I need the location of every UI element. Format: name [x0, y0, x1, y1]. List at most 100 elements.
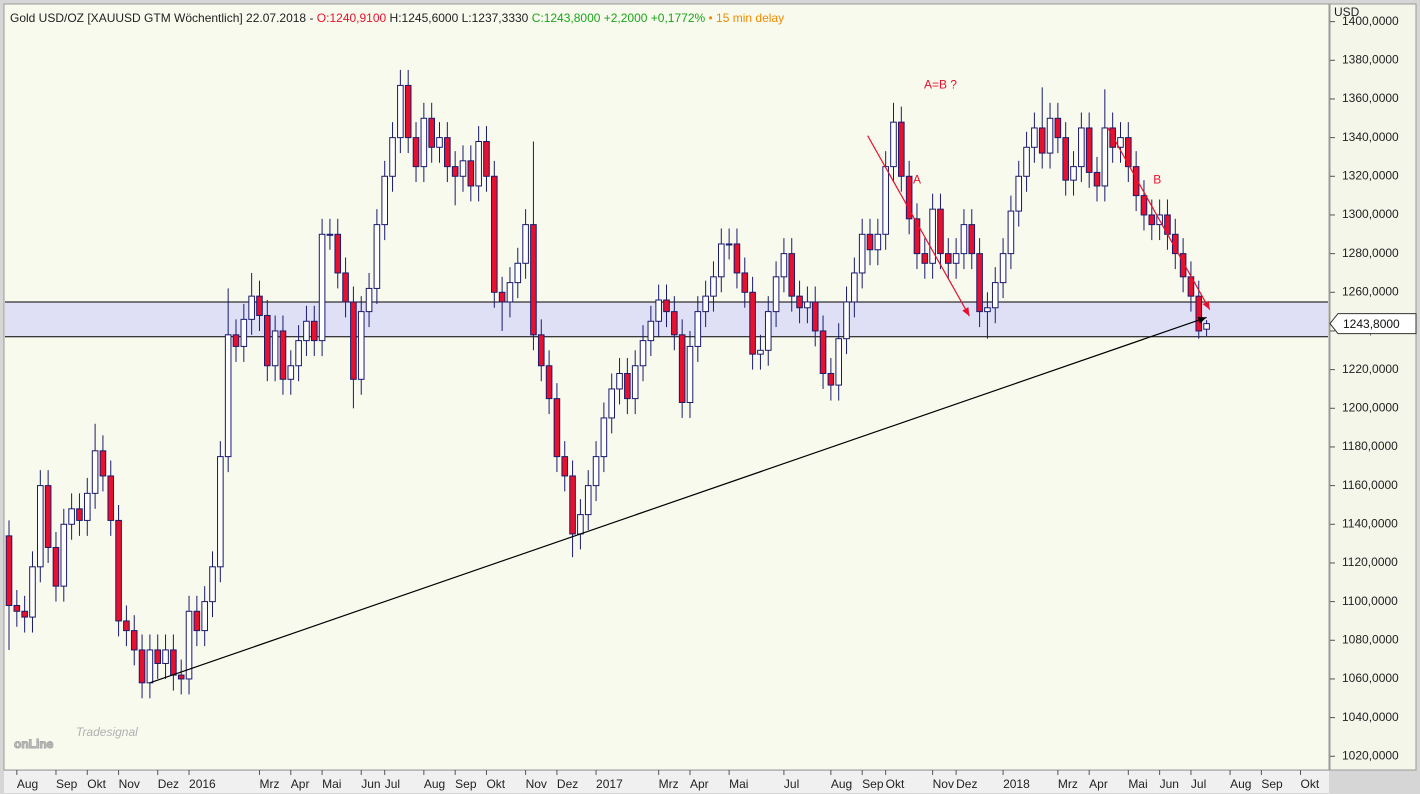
candle-body	[804, 301, 811, 309]
x-tick-label: Aug	[17, 777, 38, 791]
candle-body	[749, 291, 756, 355]
x-tick-label: 2018	[1003, 777, 1030, 791]
trendline	[867, 135, 970, 317]
annotation: A	[913, 172, 921, 186]
x-tick-label: Apr	[291, 777, 310, 791]
candle-body	[271, 330, 279, 367]
candle-body	[600, 417, 608, 458]
y-tick-label: 1360,0000	[1342, 91, 1399, 105]
candle-body	[522, 224, 529, 264]
x-tick-label: Sep	[56, 777, 78, 791]
candle-body	[177, 674, 185, 680]
candle-body	[436, 137, 443, 148]
header-open: O:1240,9100	[317, 11, 387, 25]
last-price-label: 1243,8000	[1343, 317, 1400, 331]
candle-body	[209, 566, 216, 603]
last-price-box	[1329, 313, 1417, 335]
candle-body	[631, 365, 639, 400]
y-tick-label: 1320,0000	[1342, 168, 1399, 182]
candle-body	[76, 508, 83, 521]
candle-body	[545, 365, 553, 400]
candle-body	[326, 233, 334, 236]
x-tick-label: Okt	[486, 777, 505, 791]
x-tick-label: Aug	[1230, 777, 1251, 791]
candle-body	[1031, 127, 1038, 148]
candle-body	[984, 307, 991, 313]
candle-body	[843, 301, 850, 340]
candle-body	[694, 311, 702, 347]
candle-body	[921, 253, 929, 264]
x-tick-label: Mai	[729, 777, 748, 791]
x-tick-label: Apr	[690, 777, 709, 791]
candle-body	[725, 243, 733, 246]
candle-body	[154, 649, 162, 664]
candle-body	[428, 117, 435, 148]
x-axis-panel	[4, 771, 1329, 793]
x-tick-label: Sep	[1261, 777, 1283, 791]
candle-body	[287, 365, 295, 380]
candle-body	[514, 262, 522, 284]
candle-body	[490, 175, 498, 293]
candle-body	[21, 610, 28, 618]
x-tick-label: Sep	[455, 777, 477, 791]
x-tick-label: Aug	[424, 777, 445, 791]
candle-body	[866, 233, 874, 251]
candle-body	[170, 649, 177, 676]
candle-body	[639, 340, 647, 367]
candle-body	[1117, 137, 1124, 148]
y-tick-label: 1020,0000	[1342, 748, 1399, 762]
candle-body	[796, 295, 803, 309]
candle-body	[1023, 146, 1030, 177]
candle-body	[264, 314, 271, 367]
y-tick-label: 1080,0000	[1342, 632, 1399, 646]
candle-body	[130, 630, 138, 651]
x-tick-label: 2016	[189, 777, 216, 791]
candle-body	[976, 253, 983, 313]
x-tick-label: Nov	[119, 777, 140, 791]
candle-body	[29, 566, 36, 618]
candle-body	[185, 610, 193, 680]
y-tick-label: 1380,0000	[1342, 52, 1399, 66]
y-unit: USD	[1334, 5, 1360, 19]
candle-body	[890, 121, 897, 168]
candle-body	[577, 514, 584, 535]
candle-body	[1038, 127, 1046, 154]
y-tick-label: 1300,0000	[1342, 207, 1399, 221]
y-tick-label: 1180,0000	[1342, 439, 1398, 453]
candle-body	[318, 233, 326, 342]
candle-body	[1109, 127, 1116, 148]
candle-body	[851, 272, 858, 303]
x-tick-label: Dez	[557, 777, 578, 791]
x-tick-label: Mai	[1128, 777, 1147, 791]
candle-body	[616, 372, 623, 390]
candle-body	[1078, 127, 1085, 168]
candle-body	[350, 301, 357, 380]
candle-body	[1093, 171, 1101, 187]
y-tick-label: 1120,0000	[1342, 555, 1398, 569]
candle-body	[232, 334, 240, 347]
y-tick-label: 1160,0000	[1342, 478, 1398, 492]
trendline	[149, 316, 1207, 684]
candle-body	[475, 140, 482, 187]
y-axis-panel	[1329, 3, 1417, 771]
candle-body	[1179, 253, 1187, 278]
x-tick-label: Mai	[322, 777, 341, 791]
candle-body	[686, 345, 694, 403]
candle-body	[506, 282, 514, 303]
x-tick-label: 2017	[596, 777, 623, 791]
candle-body	[193, 610, 201, 632]
candle-body	[295, 340, 302, 367]
candle-body	[467, 160, 475, 187]
header-high-low: H:1245,6000 L:1237,3330	[390, 11, 529, 25]
candle-body	[256, 295, 263, 316]
trendline-arrow	[962, 307, 970, 317]
candle-body	[1070, 166, 1077, 181]
candle-body	[5, 535, 13, 606]
candle-body	[999, 253, 1007, 284]
x-tick-label: Apr	[1089, 777, 1108, 791]
y-tick-label: 1040,0000	[1342, 710, 1399, 724]
candle-body	[60, 523, 68, 587]
candle-body	[678, 334, 686, 403]
x-tick-label: Jun	[361, 777, 380, 791]
chart-header: Gold USD/OZ [XAUUSD GTM Wöchentlich] 22.…	[10, 11, 784, 25]
